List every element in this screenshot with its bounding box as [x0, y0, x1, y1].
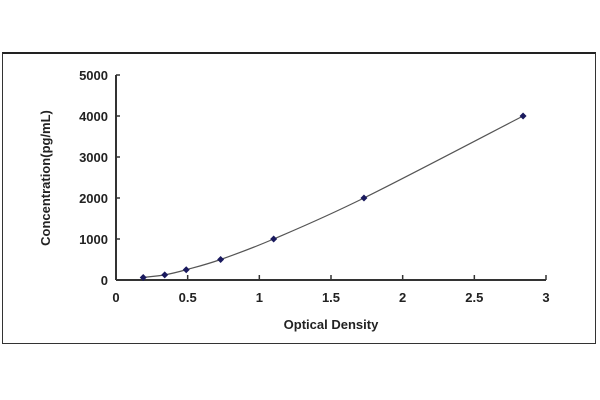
data-point [270, 235, 278, 243]
x-tick-label: 0.5 [179, 290, 197, 305]
y-tick-label: 1000 [79, 232, 108, 247]
x-tick-label: 3 [542, 290, 549, 305]
data-point [519, 112, 527, 120]
x-tick-label: 1 [256, 290, 263, 305]
x-tick-label: 1.5 [322, 290, 340, 305]
y-tick-label: 4000 [79, 109, 108, 124]
data-point [161, 271, 169, 279]
x-axis-label: Optical Density [284, 317, 379, 332]
data-point [139, 273, 147, 281]
x-tick-label: 0 [112, 290, 119, 305]
chart-frame [2, 52, 596, 344]
y-tick-label: 5000 [79, 68, 108, 83]
fit-curve [143, 115, 524, 279]
data-point [182, 266, 190, 274]
x-tick-label: 2 [399, 290, 406, 305]
y-tick-label: 2000 [79, 191, 108, 206]
y-tick-label: 3000 [79, 150, 108, 165]
data-point [360, 194, 368, 202]
data-point [217, 256, 225, 263]
x-tick-label: 2.5 [465, 290, 483, 305]
y-axis-label: Concentration(pg/mL) [38, 110, 53, 246]
y-tick-label: 0 [101, 273, 108, 288]
